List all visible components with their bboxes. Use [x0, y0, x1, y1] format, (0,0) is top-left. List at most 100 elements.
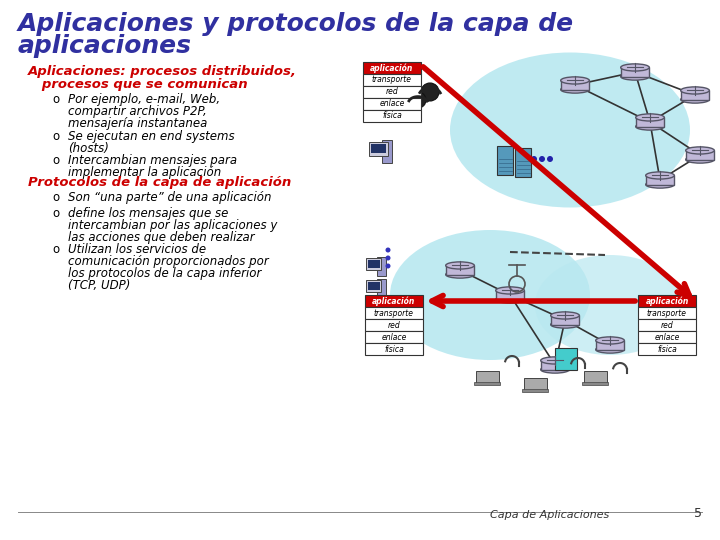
- Ellipse shape: [446, 262, 474, 269]
- FancyBboxPatch shape: [555, 348, 577, 370]
- Circle shape: [531, 156, 537, 162]
- Text: (hosts): (hosts): [68, 142, 109, 155]
- Text: o: o: [52, 130, 59, 143]
- Ellipse shape: [495, 296, 524, 303]
- Ellipse shape: [541, 366, 570, 373]
- Ellipse shape: [595, 337, 624, 344]
- Polygon shape: [621, 68, 649, 77]
- Text: 5: 5: [694, 507, 702, 520]
- Text: comunicación proporcionados por: comunicación proporcionados por: [68, 255, 269, 268]
- Text: Son “una parte” de una aplicación: Son “una parte” de una aplicación: [68, 191, 271, 204]
- Ellipse shape: [390, 230, 590, 360]
- Polygon shape: [646, 176, 675, 185]
- Ellipse shape: [541, 357, 570, 364]
- Text: mensajería instantanea: mensajería instantanea: [68, 117, 207, 130]
- FancyBboxPatch shape: [638, 343, 696, 355]
- Text: o: o: [52, 93, 59, 106]
- Ellipse shape: [495, 287, 524, 294]
- Text: o: o: [52, 154, 59, 167]
- Text: enlace: enlace: [379, 99, 405, 109]
- Text: Aplicaciones: procesos distribuidos,: Aplicaciones: procesos distribuidos,: [28, 65, 297, 78]
- Polygon shape: [551, 315, 580, 325]
- Text: compartir archivos P2P,: compartir archivos P2P,: [68, 105, 207, 118]
- FancyBboxPatch shape: [372, 144, 386, 153]
- Polygon shape: [446, 266, 474, 274]
- Ellipse shape: [450, 52, 690, 207]
- FancyBboxPatch shape: [368, 260, 380, 268]
- Text: transporte: transporte: [647, 308, 687, 318]
- FancyBboxPatch shape: [638, 319, 696, 331]
- Circle shape: [539, 156, 545, 162]
- FancyBboxPatch shape: [382, 139, 392, 163]
- Text: los protocolos de la capa inferior: los protocolos de la capa inferior: [68, 267, 261, 280]
- Text: física: física: [384, 345, 404, 354]
- Ellipse shape: [621, 73, 649, 80]
- Text: aplicaciones: aplicaciones: [18, 34, 192, 58]
- Ellipse shape: [636, 114, 665, 121]
- FancyBboxPatch shape: [363, 74, 421, 86]
- Text: o: o: [52, 207, 59, 220]
- Text: aplicación: aplicación: [645, 296, 688, 306]
- Ellipse shape: [680, 96, 709, 103]
- FancyBboxPatch shape: [363, 98, 421, 110]
- Ellipse shape: [561, 77, 589, 84]
- FancyBboxPatch shape: [638, 331, 696, 343]
- Ellipse shape: [595, 346, 624, 353]
- Polygon shape: [636, 117, 665, 126]
- Text: Utilizan los servicios de: Utilizan los servicios de: [68, 243, 206, 256]
- Circle shape: [385, 247, 390, 253]
- Text: transporte: transporte: [374, 308, 414, 318]
- Ellipse shape: [646, 172, 675, 179]
- FancyBboxPatch shape: [369, 141, 387, 156]
- Text: (TCP, UDP): (TCP, UDP): [68, 279, 130, 292]
- FancyBboxPatch shape: [363, 62, 421, 74]
- Ellipse shape: [636, 123, 665, 130]
- Text: Capa de Aplicaciones: Capa de Aplicaciones: [490, 510, 609, 520]
- Text: o: o: [52, 191, 59, 204]
- FancyBboxPatch shape: [366, 280, 382, 292]
- Circle shape: [410, 92, 426, 108]
- Text: Intercambian mensajes para: Intercambian mensajes para: [68, 154, 237, 167]
- FancyBboxPatch shape: [523, 379, 546, 390]
- Text: intercambian por las aplicaciones y: intercambian por las aplicaciones y: [68, 219, 277, 232]
- FancyBboxPatch shape: [368, 282, 380, 290]
- Text: red: red: [661, 321, 673, 329]
- Text: Por ejemplo, e-mail, Web,: Por ejemplo, e-mail, Web,: [68, 93, 220, 106]
- FancyBboxPatch shape: [365, 343, 423, 355]
- Polygon shape: [595, 340, 624, 349]
- Circle shape: [421, 83, 439, 101]
- Text: red: red: [387, 321, 400, 329]
- FancyBboxPatch shape: [363, 110, 421, 122]
- Ellipse shape: [646, 181, 675, 188]
- Circle shape: [385, 264, 390, 268]
- Polygon shape: [541, 361, 570, 369]
- FancyBboxPatch shape: [377, 256, 386, 275]
- Text: física: física: [382, 111, 402, 120]
- FancyBboxPatch shape: [365, 319, 423, 331]
- Text: define los mensajes que se: define los mensajes que se: [68, 207, 228, 220]
- Text: implementar la aplicación: implementar la aplicación: [68, 166, 221, 179]
- Text: Se ejecutan en end systems: Se ejecutan en end systems: [68, 130, 235, 143]
- Text: procesos que se comunican: procesos que se comunican: [28, 78, 248, 91]
- Text: transporte: transporte: [372, 76, 412, 84]
- Ellipse shape: [685, 147, 714, 154]
- Circle shape: [547, 156, 553, 162]
- Text: física: física: [657, 345, 677, 354]
- Polygon shape: [680, 90, 709, 99]
- FancyBboxPatch shape: [638, 307, 696, 319]
- FancyBboxPatch shape: [366, 258, 382, 270]
- Ellipse shape: [561, 86, 589, 93]
- Ellipse shape: [680, 87, 709, 94]
- FancyBboxPatch shape: [522, 389, 548, 392]
- Circle shape: [385, 255, 390, 260]
- FancyBboxPatch shape: [377, 279, 386, 298]
- Text: o: o: [52, 243, 59, 256]
- FancyBboxPatch shape: [365, 307, 423, 319]
- FancyBboxPatch shape: [365, 331, 423, 343]
- FancyBboxPatch shape: [365, 295, 423, 307]
- Ellipse shape: [551, 321, 580, 328]
- Text: Protocolos de la capa de aplicación: Protocolos de la capa de aplicación: [28, 176, 292, 189]
- FancyBboxPatch shape: [497, 145, 513, 174]
- Text: enlace: enlace: [382, 333, 407, 341]
- Text: Aplicaciones y protocolos de la capa de: Aplicaciones y protocolos de la capa de: [18, 12, 574, 36]
